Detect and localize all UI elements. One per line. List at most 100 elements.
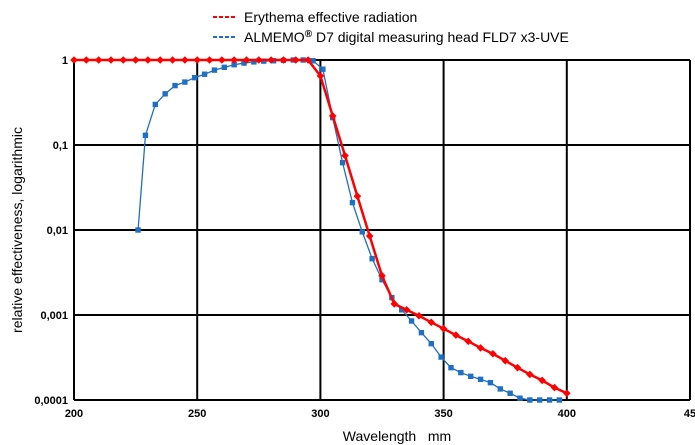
data-point-almemo	[251, 59, 257, 65]
data-point-almemo	[468, 373, 474, 380]
y-tick-label: 0,1	[53, 140, 68, 152]
x-tick-label: 200	[65, 408, 83, 420]
data-point-almemo	[211, 67, 218, 73]
data-point-erythema	[291, 56, 300, 64]
data-point-erythema	[255, 56, 263, 64]
data-point-erythema	[390, 300, 399, 308]
data-point-erythema	[365, 232, 374, 240]
data-point-erythema	[144, 56, 152, 64]
data-point-erythema	[476, 344, 485, 352]
x-tick-label: 45	[684, 408, 695, 420]
data-point-erythema	[402, 306, 411, 314]
data-point-almemo	[310, 58, 316, 64]
data-point-almemo	[379, 277, 385, 283]
data-point-almemo	[546, 397, 553, 403]
data-point-erythema	[513, 363, 522, 372]
y-tick-label: 0,0001	[34, 395, 68, 407]
data-point-almemo	[135, 227, 141, 233]
data-point-erythema	[119, 56, 128, 64]
data-point-almemo	[142, 132, 149, 139]
data-point-almemo	[241, 60, 247, 66]
tick-labels: 200 250 300 350 400 45 1 0,1 0,01 0,001 0,0001	[34, 55, 695, 420]
data-point-erythema	[452, 331, 460, 339]
y-tick-label: 0,001	[40, 310, 68, 322]
data-point-erythema	[439, 324, 448, 333]
data-point-erythema	[267, 56, 275, 64]
data-point-almemo	[152, 101, 159, 108]
legend: Erythema effective radiation ALMEMO® D7 …	[213, 9, 569, 45]
data-point-almemo	[201, 71, 208, 77]
data-point-almemo	[536, 397, 543, 403]
data-point-almemo	[487, 379, 494, 386]
legend-label-almemo: ALMEMO® D7 digital measuring head FLD7 x…	[244, 29, 569, 45]
data-point-erythema	[563, 389, 571, 398]
data-point-erythema	[538, 376, 546, 385]
data-point-almemo	[162, 91, 168, 97]
data-point-erythema	[107, 56, 115, 64]
data-point-erythema	[70, 56, 78, 64]
data-point-erythema	[353, 192, 362, 200]
data-point-erythema	[489, 349, 497, 358]
x-tick-label: 300	[311, 408, 329, 420]
grid	[73, 59, 691, 401]
data-point-erythema	[156, 56, 165, 64]
y-tick-label: 0,01	[47, 225, 68, 237]
data-point-erythema	[328, 112, 337, 120]
data-point-almemo	[527, 397, 533, 403]
data-point-almemo	[172, 82, 178, 89]
data-point-almemo	[320, 66, 326, 72]
x-tick-label: 250	[188, 408, 206, 420]
data-point-almemo	[182, 79, 188, 85]
data-point-erythema	[316, 72, 325, 80]
data-point-almemo	[408, 318, 415, 324]
legend-label-almemo-reg: ®	[305, 29, 313, 40]
data-point-erythema	[242, 56, 251, 64]
data-point-erythema	[304, 56, 312, 64]
data-point-erythema	[427, 318, 436, 327]
data-point-erythema	[550, 383, 559, 392]
data-point-erythema	[501, 356, 509, 365]
data-point-almemo	[231, 62, 237, 68]
data-point-erythema	[341, 151, 349, 160]
data-point-almemo	[448, 364, 454, 371]
data-point-almemo	[418, 329, 425, 336]
data-point-almemo	[192, 74, 198, 81]
data-point-erythema	[218, 56, 226, 64]
data-point-almemo	[399, 307, 405, 313]
data-point-almemo	[507, 390, 513, 396]
data-point-erythema	[230, 56, 238, 64]
data-point-erythema	[464, 337, 473, 346]
data-point-erythema	[193, 56, 201, 64]
data-point-almemo	[458, 369, 464, 376]
data-point-almemo	[369, 255, 375, 262]
data-point-almemo	[428, 340, 434, 347]
data-point-erythema	[205, 56, 214, 64]
data-point-erythema	[168, 56, 177, 64]
data-point-almemo	[359, 229, 365, 235]
data-point-erythema	[279, 56, 288, 64]
x-tick-label: 350	[434, 408, 452, 420]
data-point-erythema	[94, 56, 103, 64]
x-axis-title: Wavelength mm	[343, 428, 451, 444]
data-point-almemo	[339, 159, 346, 166]
y-tick-label: 1	[62, 55, 68, 67]
data-point-erythema	[378, 271, 386, 280]
data-point-erythema	[131, 56, 140, 64]
data-point-erythema	[415, 311, 423, 320]
data-point-erythema	[82, 56, 91, 64]
data-point-almemo	[497, 386, 503, 392]
data-point-almemo	[517, 395, 523, 401]
data-point-almemo	[556, 397, 563, 403]
data-point-almemo	[221, 64, 228, 71]
x-tick-label: 400	[558, 408, 576, 420]
data-point-almemo	[438, 354, 444, 360]
data-point-almemo	[477, 376, 484, 383]
legend-label-almemo-rest: D7 digital measuring head FLD7 x3-UVE	[312, 29, 569, 45]
legend-label-almemo-brand: ALMEMO	[244, 29, 305, 45]
data-point-almemo	[349, 199, 356, 206]
data-point-erythema	[181, 56, 189, 64]
series-layer	[70, 56, 571, 403]
y-axis-title: relative effectiveness, logarithmic	[9, 127, 25, 333]
data-point-erythema	[526, 370, 534, 379]
